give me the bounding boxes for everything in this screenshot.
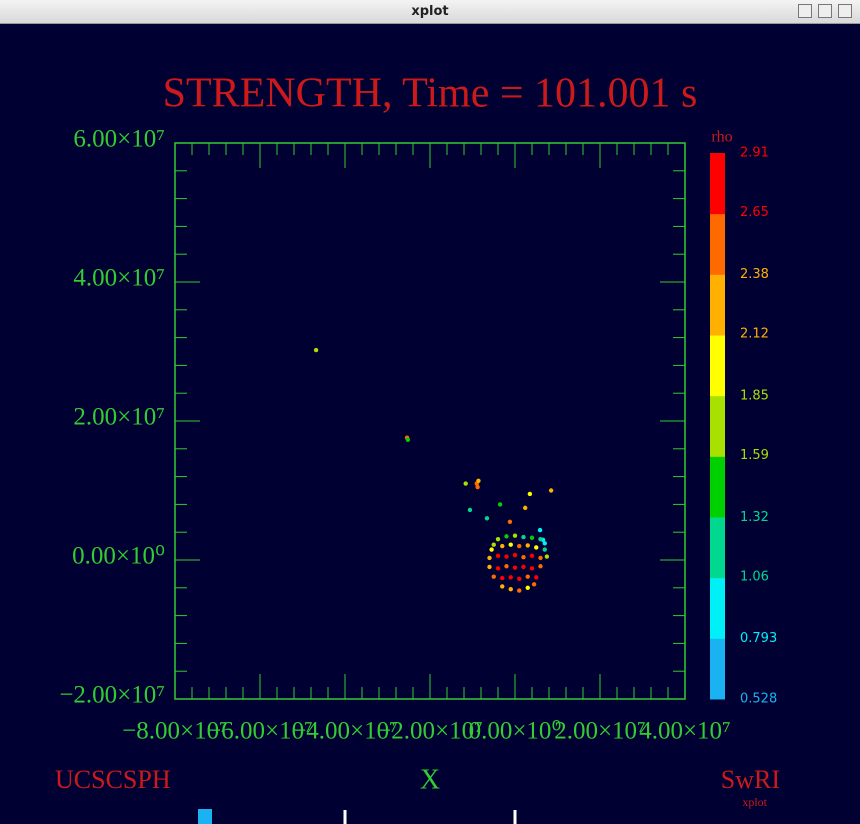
window-title: xplot [411,4,449,19]
point [517,543,522,549]
point [538,536,543,542]
point [521,555,526,560]
point [512,533,518,538]
colorbar-tick-label: 1.32 [740,510,769,525]
point [508,542,513,547]
point [487,564,492,570]
point [463,481,468,486]
y-tick-label: −2.00×10⁷ [59,682,165,709]
point [500,575,505,581]
colorbar-tick-label: 1.06 [740,570,769,585]
x-tick-label: 4.00×10⁷ [639,718,731,745]
colorbar-band [710,213,725,275]
point [517,588,522,593]
point [495,536,501,542]
point [527,491,533,497]
footer-small: xplot [742,795,767,809]
point [548,488,554,493]
point [521,564,526,570]
point [504,534,509,539]
point [484,516,490,521]
colorbar-band [710,274,725,336]
y-tick-label: 6.00×10⁷ [73,126,165,153]
y-tick-label: 2.00×10⁷ [73,404,165,431]
point [508,586,513,592]
point [491,542,496,547]
point [495,566,501,571]
next-panel-swatch [198,809,212,824]
colorbar-band [710,517,725,579]
x-tick-label: 2.00×10⁷ [554,718,646,745]
colorbar-tick-label: 2.65 [740,205,769,220]
close-button[interactable] [838,4,852,18]
point [489,547,494,552]
chart: STRENGTH, Time = 101.001 s X UCSCSPH SwR… [0,24,860,824]
footer-left: UCSCSPH [55,765,171,794]
colorbar-tick-label: 0.528 [740,692,777,707]
point [491,574,496,579]
point [525,543,530,548]
point [504,554,509,559]
point [476,478,481,483]
point [542,547,547,552]
colorbar-tick-label: 1.85 [740,388,769,403]
point [467,507,473,513]
point [534,575,539,580]
point [512,552,518,558]
colorbar-tick-label: 0.793 [740,631,777,646]
point [525,574,530,579]
point [487,555,492,561]
point [495,553,501,559]
point [538,564,543,569]
x-tick-label: −8.00×10⁷ [122,718,228,745]
point [508,575,513,580]
footer-right: SwRI [721,765,780,794]
point [497,502,503,507]
x-tick-label: −4.00×10⁷ [292,718,398,745]
x-axis-label: X [420,764,440,795]
x-tick-label: 0.00×10⁰ [469,718,562,745]
point [534,545,539,550]
point [517,576,522,581]
point [313,347,319,353]
point [529,535,535,540]
maximize-button[interactable] [818,4,832,18]
point [525,585,530,590]
colorbar-tick-label: 2.91 [740,146,769,161]
colorbar-band [710,335,725,397]
colorbar-band [710,577,725,639]
point [475,484,480,490]
point [523,505,528,511]
point [537,527,543,533]
point [521,534,526,540]
point [538,555,543,561]
x-tick-label: −6.00×10⁷ [207,718,313,745]
y-tick-label: 0.00×10⁰ [72,543,165,570]
colorbar-tick-label: 2.38 [740,267,769,282]
y-tick-label: 4.00×10⁷ [73,265,165,292]
point [529,566,535,571]
chart-title: STRENGTH, Time = 101.001 s [163,71,698,117]
colorbar-tick-label: 2.12 [740,327,769,342]
point [544,554,550,559]
colorbar-band [710,153,725,215]
colorbar-band [710,638,725,700]
colorbar-label: rho [711,129,732,146]
colorbar-tick-label: 1.59 [740,448,769,463]
point [504,564,509,569]
point [542,541,547,546]
x-tick-label: −2.00×10⁷ [377,718,483,745]
point [500,543,505,549]
colorbar-band [710,456,725,518]
point [507,519,513,524]
point [512,565,518,570]
title-bar: xplot [0,0,860,24]
colorbar-band [710,395,725,457]
point [500,584,505,589]
point [405,437,411,442]
minimize-button[interactable] [798,4,812,18]
point [529,553,535,559]
point [531,582,537,587]
